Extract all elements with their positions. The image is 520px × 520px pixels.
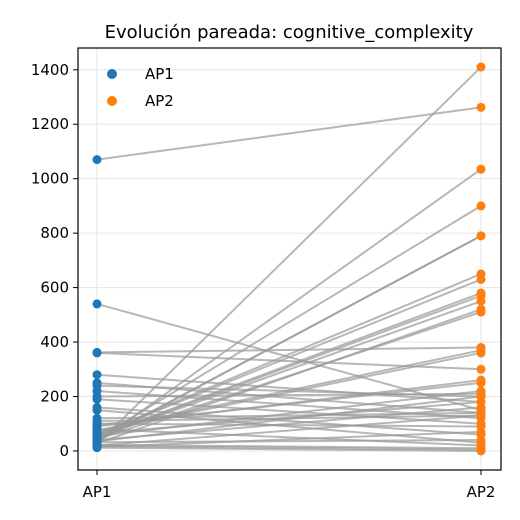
- pair-line: [96, 446, 482, 452]
- point-ap2: [476, 231, 486, 241]
- pair-line: [96, 300, 482, 439]
- pair-line: [96, 205, 482, 440]
- pair-line: [96, 395, 482, 443]
- y-tick-label: 1400: [31, 61, 69, 79]
- pair-line: [96, 439, 482, 444]
- point-ap2: [476, 446, 486, 456]
- pair-lines-layer: [96, 66, 482, 452]
- pair-line: [96, 422, 482, 428]
- pair-line: [96, 445, 482, 451]
- y-tick-label: 400: [40, 333, 69, 351]
- legend-marker-ap1: [107, 69, 117, 79]
- chart-title: Evolución pareada: cognitive_complexity: [105, 22, 474, 43]
- ticks-layer: 0 200 400 600 800 1000 1200 1400 AP1 AP2: [31, 61, 496, 501]
- pair-line: [96, 373, 482, 403]
- pair-line: [96, 294, 482, 439]
- pair-line: [96, 66, 482, 445]
- point-ap2: [476, 427, 486, 437]
- y-tick-label: 1200: [31, 115, 69, 133]
- pair-line: [96, 278, 482, 437]
- x-tick-label: AP1: [83, 483, 112, 501]
- y-tick-label: 600: [40, 279, 69, 297]
- pair-line: [96, 414, 482, 447]
- point-ap2: [476, 364, 486, 374]
- y-tick-label: 200: [40, 387, 69, 405]
- point-ap1: [92, 405, 102, 415]
- point-ap2: [476, 375, 486, 385]
- x-tick-label: AP2: [467, 483, 496, 501]
- y-tick-label: 0: [59, 442, 69, 460]
- point-ap1: [92, 394, 102, 404]
- point-ap2: [476, 391, 486, 401]
- point-ap2: [476, 411, 486, 421]
- point-ap2: [476, 164, 486, 174]
- y-tick-label: 1000: [31, 170, 69, 188]
- point-ap1: [92, 370, 102, 380]
- point-ap2: [476, 296, 486, 306]
- point-ap2: [476, 304, 486, 314]
- pair-line: [96, 168, 482, 444]
- pair-line: [96, 234, 482, 443]
- point-ap1: [92, 443, 102, 453]
- point-ap2: [476, 402, 486, 412]
- pair-line: [96, 349, 482, 432]
- y-tick-label: 800: [40, 224, 69, 242]
- legend-marker-ap2: [107, 96, 117, 106]
- plot-frame: [77, 47, 502, 471]
- pair-line: [96, 106, 482, 161]
- legend: AP1 AP2: [107, 65, 174, 110]
- point-ap1: [92, 348, 102, 358]
- pair-line: [96, 308, 482, 445]
- point-ap2: [476, 102, 486, 112]
- legend-label-ap1: AP1: [145, 65, 174, 83]
- pair-line: [96, 443, 482, 450]
- legend-label-ap2: AP2: [145, 92, 174, 110]
- point-ap1: [92, 155, 102, 165]
- pair-line: [96, 390, 482, 437]
- point-ap1: [92, 299, 102, 309]
- pair-line: [96, 428, 482, 447]
- pair-line: [96, 430, 482, 448]
- point-ap2: [476, 201, 486, 211]
- point-ap2: [476, 435, 486, 445]
- points-layer: [92, 62, 486, 456]
- pair-line: [96, 346, 482, 354]
- point-ap2: [476, 274, 486, 284]
- point-ap2: [476, 348, 486, 358]
- point-ap2: [476, 62, 486, 72]
